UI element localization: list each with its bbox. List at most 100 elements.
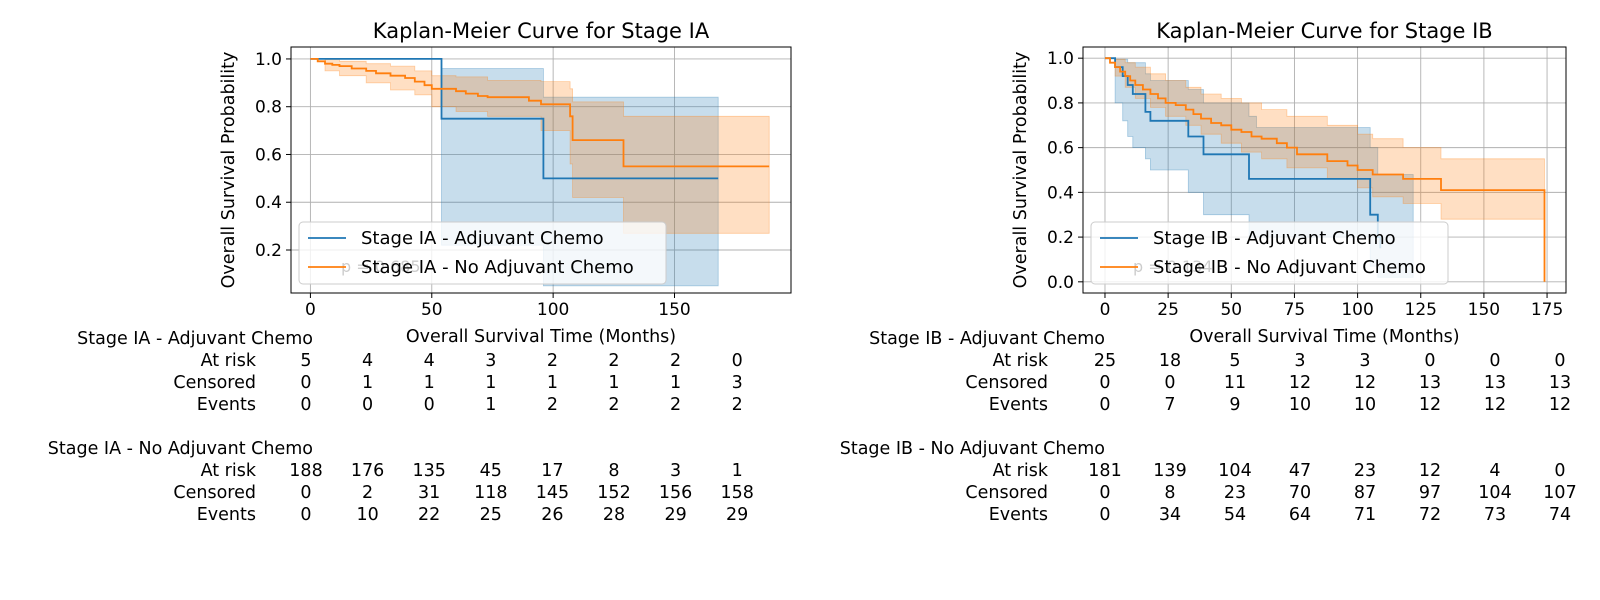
risk-table-cell: 22 — [418, 505, 440, 525]
risk-table-cell: 1 — [608, 373, 619, 393]
risk-table-row-label: Censored — [965, 373, 1048, 393]
risk-table-cell: 0 — [1099, 395, 1110, 415]
x-axis-label: Overall Survival Time (Months) — [406, 327, 676, 347]
risk-table-cell: 25 — [480, 505, 502, 525]
risk-table-cell: 23 — [1224, 483, 1246, 503]
risk-table-cell: 2 — [362, 483, 373, 503]
risk-table-cell: 29 — [664, 505, 686, 525]
risk-table-cell: 10 — [1289, 395, 1311, 415]
risk-table-row-label: Censored — [173, 373, 256, 393]
risk-table-cell: 25 — [1094, 351, 1116, 371]
risk-table-cell: 0 — [300, 483, 311, 503]
risk-table-cell: 4 — [362, 351, 373, 371]
risk-table-cell: 29 — [726, 505, 748, 525]
confidence-band-2 — [310, 58, 770, 234]
axes-frame — [1082, 46, 1567, 294]
risk-table-cell: 2 — [608, 351, 619, 371]
risk-table-cell: 3 — [732, 373, 743, 393]
x-tick-label: 150 — [1468, 300, 1500, 320]
risk-table-cell: 1 — [485, 395, 496, 415]
survival-curve-2 — [310, 58, 770, 168]
risk-table-cell: 5 — [1229, 351, 1240, 371]
risk-table-cell: 17 — [541, 461, 563, 481]
risk-table-row-label: At risk — [201, 351, 257, 371]
x-tick-label: 100 — [537, 300, 569, 320]
risk-table-cell: 87 — [1354, 483, 1376, 503]
risk-table-cell: 0 — [1099, 483, 1110, 503]
risk-table-cell: 0 — [300, 373, 311, 393]
risk-table-cell: 0 — [1099, 505, 1110, 525]
x-tick-label: 175 — [1531, 300, 1563, 320]
legend-label-1: Stage IB - Adjuvant Chemo — [1153, 228, 1396, 249]
risk-table-cell: 12 — [1484, 395, 1506, 415]
risk-table-cell: 45 — [480, 461, 502, 481]
risk-table-cell: 0 — [1424, 351, 1435, 371]
survival-curve-1 — [310, 58, 719, 180]
risk-table-cell: 10 — [356, 505, 378, 525]
x-tick-label: 150 — [658, 300, 690, 320]
x-tick-label: 0 — [1100, 300, 1111, 320]
risk-table-cell: 139 — [1153, 461, 1186, 481]
risk-table-cell: 54 — [1224, 505, 1246, 525]
x-tick-label: 100 — [1341, 300, 1373, 320]
risk-table-cell: 70 — [1289, 483, 1311, 503]
y-tick-label: 0.8 — [255, 98, 282, 118]
risk-table-cell: 4 — [424, 351, 435, 371]
survival-curve-2 — [1105, 57, 1546, 282]
risk-table-cell: 0 — [732, 351, 743, 371]
risk-table-cell: 12 — [1419, 395, 1441, 415]
risk-table-cell: 12 — [1289, 373, 1311, 393]
risk-table-row-label: Events — [197, 395, 256, 415]
risk-table-cell: 8 — [608, 461, 619, 481]
risk-table-cell: 176 — [351, 461, 384, 481]
risk-table-cell: 156 — [659, 483, 692, 503]
risk-table-cell: 0 — [362, 395, 373, 415]
legend-box — [298, 221, 667, 285]
risk-table-cell: 1 — [424, 373, 435, 393]
risk-table-cell: 1 — [362, 373, 373, 393]
risk-table-row-label: Events — [989, 395, 1048, 415]
risk-table-cell: 1 — [670, 373, 681, 393]
risk-table-cell: 11 — [1224, 373, 1246, 393]
risk-table-cell: 135 — [412, 461, 445, 481]
risk-table-row-label: At risk — [993, 461, 1049, 481]
risk-table-cell: 31 — [418, 483, 440, 503]
risk-table-cell: 0 — [1554, 461, 1565, 481]
risk-table-cell: 118 — [474, 483, 507, 503]
risk-table-row-label: At risk — [993, 351, 1049, 371]
legend-label-2: Stage IB - No Adjuvant Chemo — [1153, 257, 1426, 278]
risk-table-cell: 34 — [1159, 505, 1181, 525]
risk-table-cell: 5 — [300, 351, 311, 371]
risk-table-cell: 9 — [1229, 395, 1240, 415]
risk-table-cell: 97 — [1419, 483, 1441, 503]
x-tick-label: 25 — [1157, 300, 1179, 320]
risk-table-cell: 2 — [547, 351, 558, 371]
risk-table-cell: 12 — [1419, 461, 1441, 481]
risk-table-cell: 28 — [603, 505, 625, 525]
y-axis-label: Overall Survival Probability — [1011, 52, 1031, 289]
y-tick-label: 0.0 — [1047, 273, 1074, 293]
risk-table-row-label: Censored — [173, 483, 256, 503]
risk-table-cell: 2 — [670, 351, 681, 371]
risk-table-cell: 1 — [547, 373, 558, 393]
risk-table-cell: 8 — [1164, 483, 1175, 503]
risk-table-cell: 1 — [485, 373, 496, 393]
risk-table-cell: 2 — [547, 395, 558, 415]
y-axis-label: Overall Survival Probability — [219, 52, 239, 289]
risk-table-cell: 3 — [485, 351, 496, 371]
risk-table-cell: 158 — [720, 483, 753, 503]
risk-table-cell: 107 — [1543, 483, 1576, 503]
risk-table-cell: 73 — [1484, 505, 1506, 525]
km-panel-1: p = 0.685Stage IA - Adjuvant ChemoStage … — [48, 19, 792, 525]
risk-table-row-label: Events — [197, 505, 256, 525]
x-tick-label: 125 — [1405, 300, 1437, 320]
y-tick-label: 0.6 — [255, 145, 282, 165]
risk-table-cell: 0 — [300, 395, 311, 415]
risk-table-cell: 0 — [1489, 351, 1500, 371]
risk-table-cell: 10 — [1354, 395, 1376, 415]
risk-table-cell: 12 — [1549, 395, 1571, 415]
legend-label-2: Stage IA - No Adjuvant Chemo — [361, 257, 634, 278]
risk-table-cell: 13 — [1484, 373, 1506, 393]
risk-table-cell: 145 — [536, 483, 569, 503]
risk-table-cell: 64 — [1289, 505, 1311, 525]
